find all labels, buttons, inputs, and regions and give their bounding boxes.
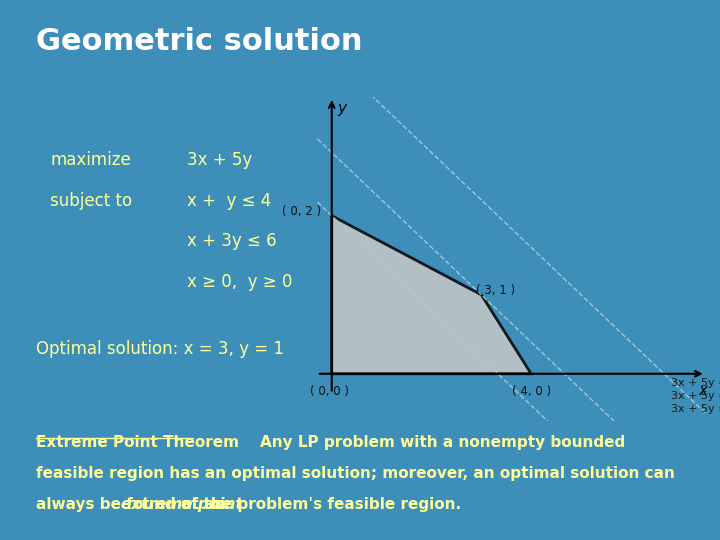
Text: x: x — [698, 383, 708, 399]
Text: ( 0, 0 ): ( 0, 0 ) — [310, 384, 348, 397]
Text: subject to: subject to — [50, 192, 132, 210]
Text: ( 4, 0 ): ( 4, 0 ) — [512, 384, 551, 397]
Text: x +  y ≤ 4: x + y ≤ 4 — [187, 192, 271, 210]
Text: Geometric solution: Geometric solution — [36, 27, 362, 56]
Text: maximize: maximize — [50, 151, 131, 169]
Text: y: y — [338, 101, 347, 116]
Text: feasible region has an optimal solution; moreover, an optimal solution can: feasible region has an optimal solution;… — [36, 466, 675, 481]
Text: of the problem's feasible region.: of the problem's feasible region. — [176, 497, 461, 512]
Text: 3x + 5y = 14: 3x + 5y = 14 — [671, 391, 720, 401]
Text: 3x + 5y = 20: 3x + 5y = 20 — [671, 378, 720, 388]
Text: x + 3y ≤ 6: x + 3y ≤ 6 — [187, 232, 276, 250]
Text: 3x + 5y = 10: 3x + 5y = 10 — [671, 403, 720, 414]
Polygon shape — [332, 216, 531, 374]
Text: Optimal solution: x = 3, y = 1: Optimal solution: x = 3, y = 1 — [36, 340, 284, 358]
Text: x ≥ 0,  y ≥ 0: x ≥ 0, y ≥ 0 — [187, 273, 292, 291]
Text: ( 3, 1 ): ( 3, 1 ) — [476, 284, 515, 298]
Text: 3x + 5y: 3x + 5y — [187, 151, 253, 169]
Text: ( 0, 2 ): ( 0, 2 ) — [282, 205, 321, 218]
Text: extreme point: extreme point — [121, 497, 243, 512]
Text: always be found at an: always be found at an — [36, 497, 230, 512]
Text: Extreme Point Theorem    Any LP problem with a nonempty bounded: Extreme Point Theorem Any LP problem wit… — [36, 435, 625, 450]
